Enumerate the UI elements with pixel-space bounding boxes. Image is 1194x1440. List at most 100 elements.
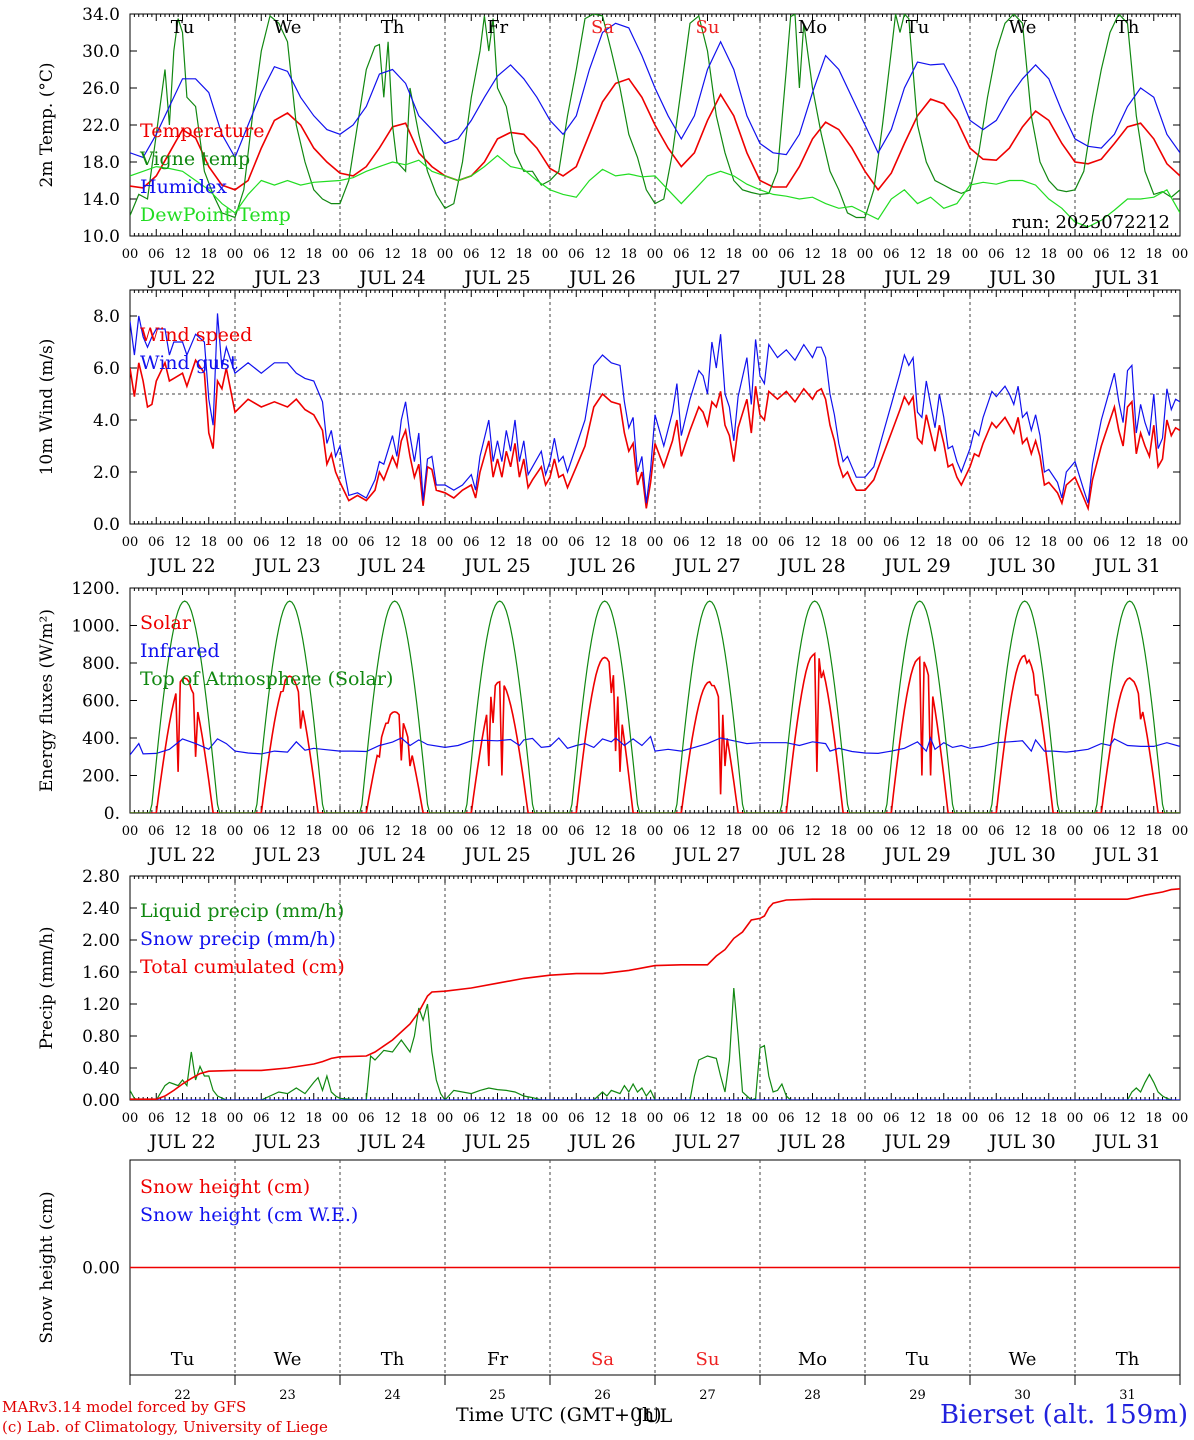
precip-hour-label: 00 [962,1111,979,1126]
run-label: run: 2025072212 [1012,212,1170,233]
precip-hour-label: 18 [515,1111,532,1126]
energy-hour-label: 18 [725,824,742,839]
snow-day-number: 27 [699,1388,716,1403]
precip-hour-label: 12 [804,1111,821,1126]
temperature-hour-label: 06 [883,247,900,262]
wind-date-label: JUL 22 [147,555,215,577]
energy-hour-label: 12 [174,824,191,839]
precip-legend-entry: Snow precip (mm/h) [140,928,336,950]
energy-date-label: JUL 29 [882,844,950,866]
precip-date-label: JUL 24 [357,1131,425,1153]
temperature-hour-label: 00 [857,247,874,262]
snow-weekday-label: Mo [798,1349,827,1370]
wind-hour-label: 00 [542,535,559,550]
temperature-hour-label: 18 [1040,247,1057,262]
precip-hour-label: 12 [174,1111,191,1126]
precip-date-label: JUL 30 [987,1131,1055,1153]
energy-panel: 0. 200. 400. 600. 800. 1000. 1200. Energy fluxe… [37,579,1188,866]
temperature-hour-label: 00 [332,247,349,262]
energy-hour-label: 06 [1093,824,1110,839]
wind-legend-entry: Wind gust [140,352,238,374]
x-axis-title-text: Time UTC (GMT+0h) [456,1404,662,1426]
temperature-hour-label: 12 [909,247,926,262]
energy-hour-label: 00 [542,824,559,839]
snow-weekday-label: Sa [591,1349,614,1370]
temperature-hour-label: 00 [227,247,244,262]
precip-date-label: JUL 28 [777,1131,845,1153]
temperature-hour-label: 06 [148,247,165,262]
wind-y-axis-label: 10m Wind (m/s) [37,339,57,476]
wind-panel: 0.0 2.0 4.0 6.0 8.0 10m Wind (m/s) 00 06 12 18 JUL… [37,289,1189,577]
precip-series-total-cumulated-cm- [130,888,1180,1100]
precip-hour-label: 00 [647,1111,664,1126]
energy-hour-label: 00 [332,824,349,839]
energy-hour-label: 12 [804,824,821,839]
snow-panel: 0.00 Snow height (cm) Snow height (cm) Snow… [37,1159,1181,1403]
precip-hour-label: 12 [909,1111,926,1126]
energy-hour-label: 18 [935,824,952,839]
snow-y-axis-label: Snow height (cm) [37,1191,57,1343]
temperature-hour-label: 18 [620,247,637,262]
precip-hour-label: 06 [883,1111,900,1126]
energy-legend-entry: Top of Atmosphere (Solar) [140,668,393,690]
precip-hour-label: 12 [279,1111,296,1126]
precip-hour-label: 06 [463,1111,480,1126]
wind-hour-label: 18 [830,535,847,550]
temperature-y-tick-label: 14.0 [82,190,120,210]
temperature-weekday-label: Tu [906,17,930,38]
precip-hour-label: 06 [988,1111,1005,1126]
temperature-hour-label: 18 [305,247,322,262]
precip-hour-label: 18 [620,1111,637,1126]
temperature-date-label: JUL 28 [777,267,845,289]
energy-y-tick-label: 1200. [71,579,120,599]
energy-hour-label: 18 [1145,824,1162,839]
precip-hour-label: 18 [1040,1111,1057,1126]
precip-hour-label: 18 [830,1111,847,1126]
wind-hour-label: 06 [148,535,165,550]
wind-hour-label: 12 [489,535,506,550]
energy-hour-label: 12 [1014,824,1031,839]
energy-hour-label: 12 [909,824,926,839]
energy-date-label: JUL 28 [777,844,845,866]
wind-hour-label: 00 [962,535,979,550]
snow-day-number: 31 [1119,1388,1136,1403]
temperature-weekday-label: Sa [591,17,614,38]
energy-date-label: JUL 23 [252,844,320,866]
temperature-hour-label: 18 [200,247,217,262]
temperature-weekday-label: Th [381,17,405,38]
energy-date-label: JUL 31 [1092,844,1160,866]
energy-hour-label: 12 [279,824,296,839]
precip-hour-label: 06 [358,1111,375,1126]
precip-y-tick-label: 0.00 [82,1091,120,1111]
temperature-legend-entry: Temperature [140,120,264,142]
credit-lab: (c) Lab. of Climatology, University of L… [2,1418,328,1436]
wind-hour-label: 00 [332,535,349,550]
energy-date-label: JUL 22 [147,844,215,866]
temperature-hour-label: 06 [778,247,795,262]
wind-hour-label: 06 [673,535,690,550]
temperature-hour-label: 06 [253,247,270,262]
temperature-hour-label: 00 [752,247,769,262]
precip-hour-label: 00 [1172,1111,1189,1126]
precip-hour-label: 12 [384,1111,401,1126]
wind-hour-label: 00 [1172,535,1189,550]
wind-y-tick-label: 2.0 [93,463,120,483]
wind-hour-label: 00 [857,535,874,550]
precip-hour-label: 12 [1119,1111,1136,1126]
snow-day-number: 26 [594,1388,611,1403]
wind-hour-label: 12 [804,535,821,550]
energy-hour-label: 12 [594,824,611,839]
temperature-date-label: JUL 26 [567,267,635,289]
energy-hour-label: 00 [647,824,664,839]
station-name: Bierset (alt. 159m) [939,1400,1188,1430]
precip-legend-entry: Total cumulated (cm) [140,956,345,978]
precip-y-tick-label: 1.60 [82,963,120,983]
precip-date-label: JUL 29 [882,1131,950,1153]
wind-hour-label: 12 [279,535,296,550]
wind-hour-label: 06 [988,535,1005,550]
temperature-hour-label: 18 [1145,247,1162,262]
precip-hour-label: 00 [752,1111,769,1126]
temperature-hour-label: 00 [1172,247,1189,262]
energy-hour-label: 12 [384,824,401,839]
precip-date-label: JUL 27 [672,1131,740,1153]
